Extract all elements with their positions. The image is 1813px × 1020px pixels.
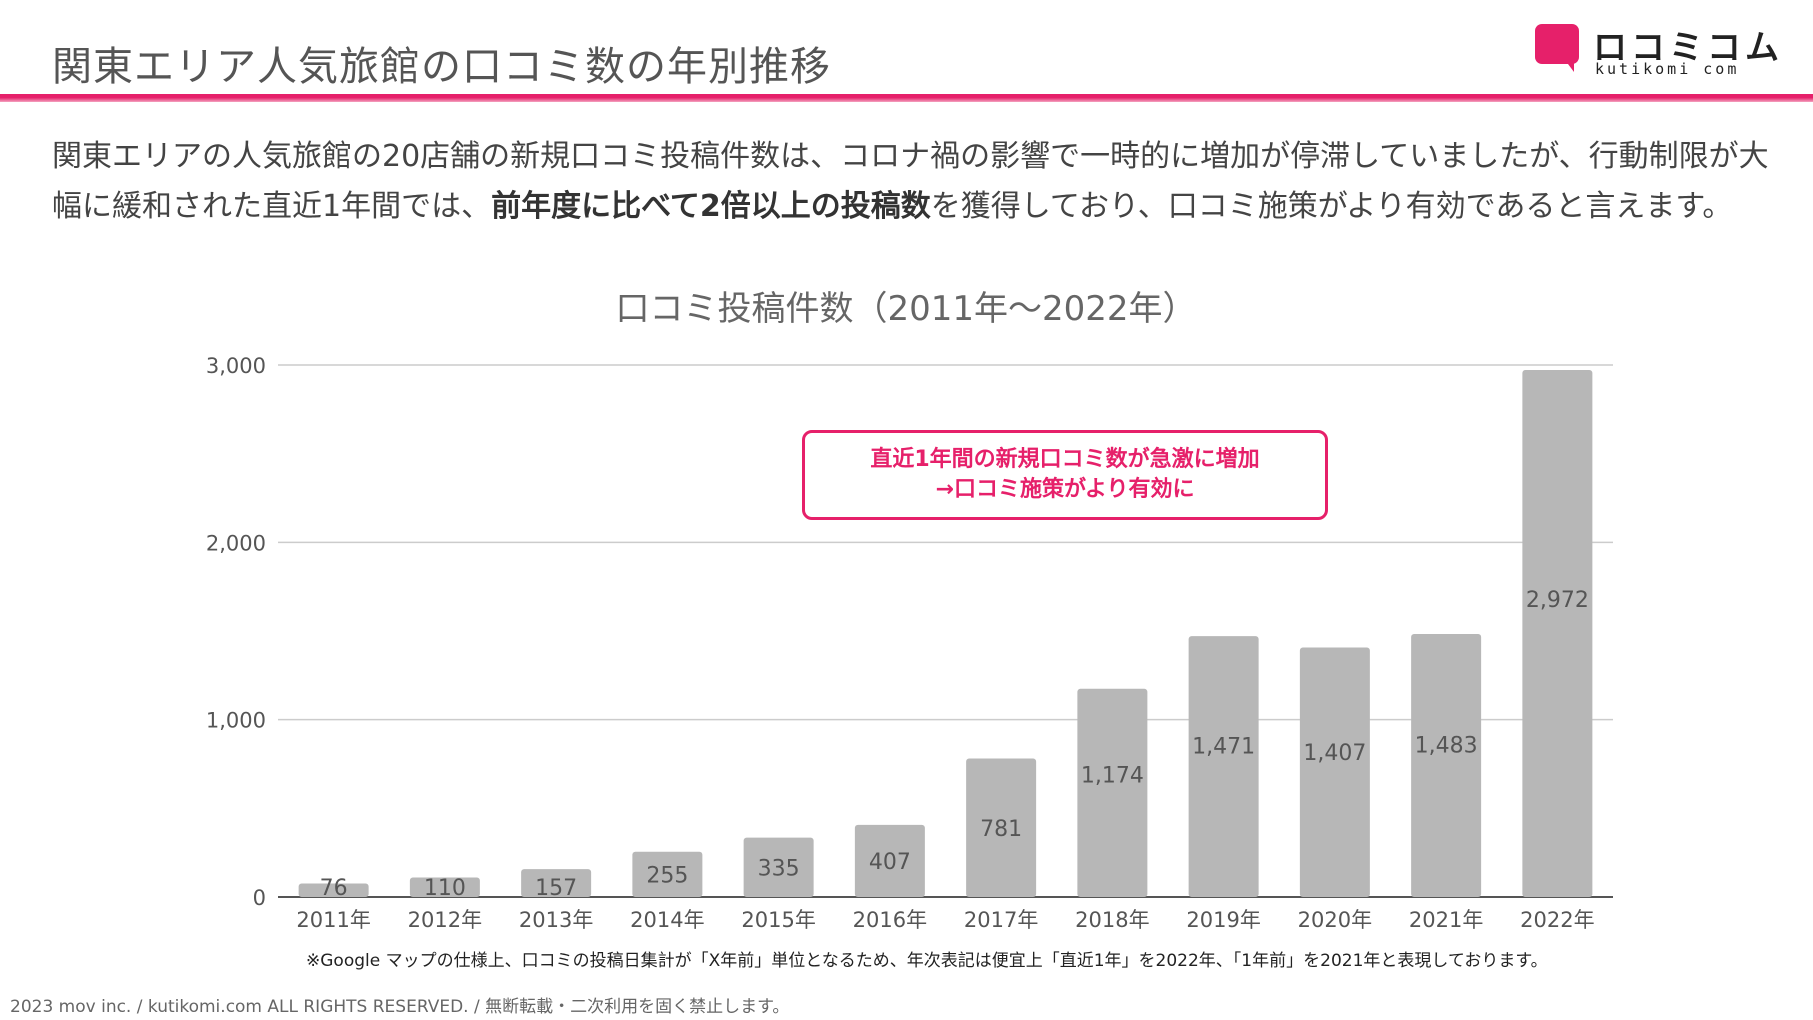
header-divider: [0, 94, 1813, 102]
lead-text-after: を獲得しており、口コミ施策がより有効であると言えます。: [930, 189, 1733, 224]
y-tick-label: 0: [253, 886, 266, 910]
bar: [521, 869, 592, 897]
logo-name: ロコミコム: [1593, 28, 1783, 68]
chart-title: 口コミ投稿件数（2011年〜2022年）: [615, 289, 1196, 329]
callout-line-1: 直近1年間の新規口コミ数が急激に増加: [870, 447, 1260, 472]
data-label: 1,483: [1415, 733, 1478, 758]
data-label: 255: [646, 863, 688, 888]
bar: [409, 877, 480, 897]
speech-bubble-icon: [1535, 24, 1579, 72]
bar-chart: 口コミ投稿件数（2011年〜2022年） 0 1,000 2,000 3,000 76…: [206, 289, 1613, 932]
x-tick-label: 2012年: [408, 908, 482, 932]
bar: [743, 837, 814, 897]
data-label: 335: [758, 856, 800, 881]
chart-container: 口コミ投稿件数（2011年〜2022年） 0 1,000 2,000 3,000 76…: [0, 270, 1813, 980]
y-tick-label: 1,000: [206, 709, 266, 733]
x-tick-label: 2014年: [630, 908, 704, 932]
y-axis-ticks: 0 1,000 2,000 3,000: [206, 354, 266, 910]
data-label: 407: [869, 850, 911, 875]
bar: [966, 758, 1037, 897]
chart-footnote: ※Google マップの仕様上、口コミの投稿日集計が「X年前」単位となるため、年…: [306, 951, 1548, 971]
data-label: 1,174: [1081, 763, 1144, 788]
y-tick-label: 3,000: [206, 354, 266, 378]
lead-text-before: 関東エリアの人気旅館の20店舗の新規口コミ投稿件数は、コロナ禍の影響で一時的に増…: [52, 139, 1769, 224]
logo-subtitle: kutikomi com: [1595, 60, 1740, 78]
brand-logo: ロコミコム kutikomi com: [1535, 20, 1779, 80]
x-axis-ticks: 2011年 2012年 2013年 2014年 2015年 2016年 2017年 2018年…: [296, 908, 1594, 932]
x-tick-label: 2013年: [519, 908, 593, 932]
bar: [1188, 636, 1259, 897]
page-title: 関東エリア人気旅館の口コミ数の年別推移: [52, 44, 831, 90]
x-tick-label: 2011年: [296, 908, 370, 932]
bar: [632, 851, 703, 897]
data-label: 76: [320, 876, 348, 901]
data-label: 110: [424, 876, 466, 901]
bar: [1411, 634, 1482, 897]
x-tick-label: 2022年: [1520, 908, 1594, 932]
x-tick-label: 2019年: [1186, 908, 1260, 932]
callout-line-2: →口コミ施策がより有効に: [935, 477, 1195, 502]
lead-text-bold: 前年度に比べて2倍以上の投稿数: [491, 189, 931, 224]
data-label: 781: [980, 817, 1022, 842]
copyright-notice: 2023 mov inc. / kutikomi.com ALL RIGHTS …: [10, 997, 790, 1017]
x-tick-label: 2018年: [1075, 908, 1149, 932]
x-tick-label: 2020年: [1298, 908, 1372, 932]
x-tick-label: 2021年: [1409, 908, 1483, 932]
bar: [854, 824, 925, 897]
chart-bars: 76 110 157 255 335 407 781 1,174 1,471 1,407 1,483…: [298, 369, 1593, 901]
bar: [298, 883, 369, 897]
data-label: 1,471: [1192, 735, 1255, 760]
bar: [1299, 647, 1370, 897]
y-tick-label: 2,000: [206, 531, 266, 555]
data-label: 1,407: [1303, 741, 1366, 766]
bar: [1077, 688, 1148, 897]
data-label: 157: [535, 876, 577, 901]
x-tick-label: 2015年: [741, 908, 815, 932]
x-tick-label: 2017年: [964, 908, 1038, 932]
x-tick-label: 2016年: [853, 908, 927, 932]
bar: [1522, 369, 1593, 897]
data-label: 2,972: [1526, 588, 1589, 613]
chart-gridlines: [278, 364, 1613, 898]
annotation-callout: 直近1年間の新規口コミ数が急激に増加 →口コミ施策がより有効に: [802, 430, 1328, 520]
lead-paragraph: 関東エリアの人気旅館の20店舗の新規口コミ投稿件数は、コロナ禍の影響で一時的に増…: [52, 132, 1772, 232]
